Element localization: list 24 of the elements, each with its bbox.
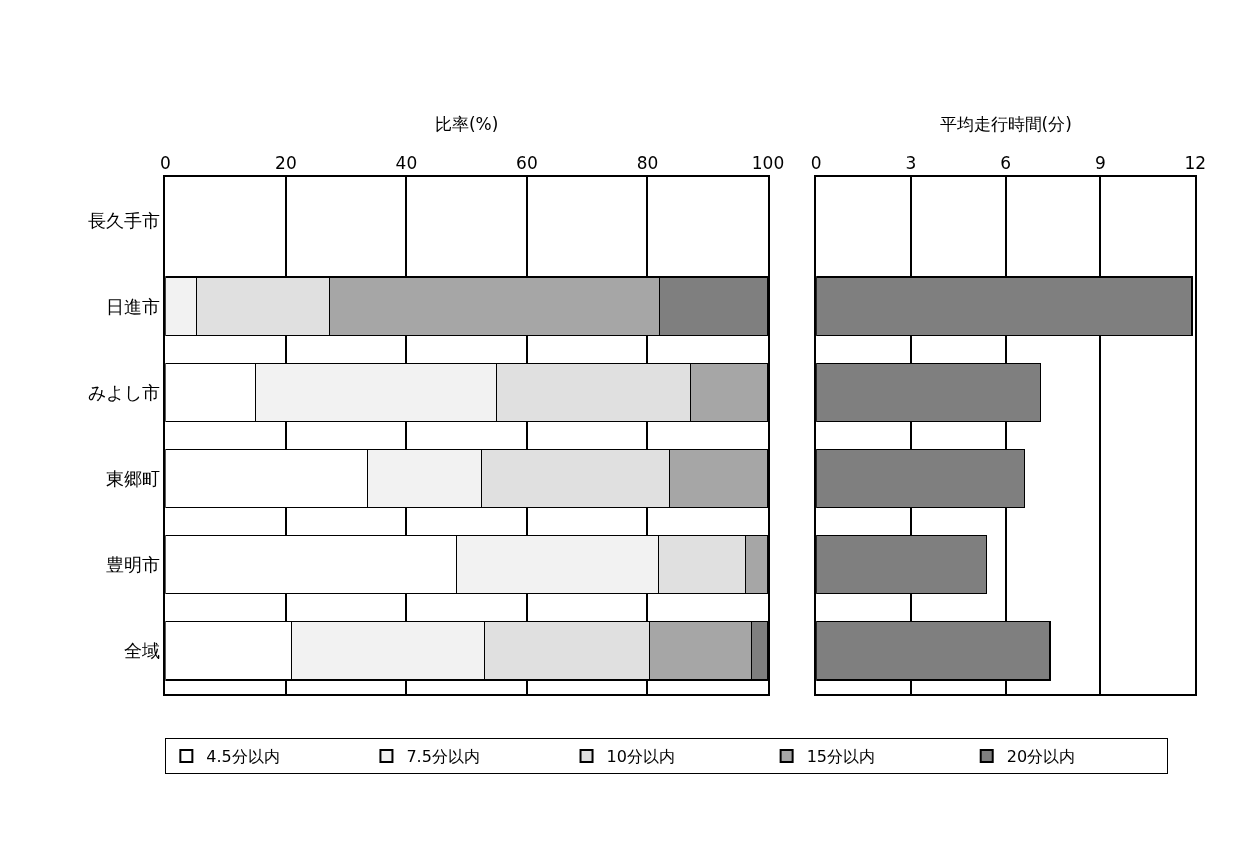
x-tick-label: 40 [395, 152, 418, 173]
x-tick-label: 20 [275, 152, 297, 173]
y-tick-label: 豊明市 [106, 553, 161, 575]
x-tick-label: 0 [810, 152, 822, 173]
x-tick-label: 9 [1095, 152, 1106, 173]
x-tick-label: 0 [159, 152, 171, 173]
x-axis-title: 比率(%) [434, 113, 499, 134]
legend-label: 4.5分以内 [206, 747, 280, 767]
x-tick-label: 12 [1184, 152, 1207, 173]
x-tick-label: 60 [516, 152, 538, 173]
x-tick-label: 80 [636, 152, 659, 173]
legend-label: 20分以内 [1006, 747, 1076, 767]
y-tick-label: 全域 [124, 639, 161, 661]
y-tick-label: みよし市 [88, 381, 161, 403]
x-axis-title: 平均走行時間(分) [939, 113, 1072, 134]
legend-label: 10分以内 [606, 747, 675, 767]
x-tick-label: 3 [905, 152, 917, 173]
y-tick-label: 東郷町 [106, 467, 161, 489]
y-tick-label: 日進市 [106, 295, 161, 317]
x-tick-label: 100 [751, 152, 785, 173]
y-tick-label: 長久手市 [88, 209, 161, 231]
legend-label: 7.5分以内 [406, 747, 480, 767]
x-tick-label: 6 [1000, 152, 1012, 173]
legend-label: 15分以内 [806, 747, 875, 767]
